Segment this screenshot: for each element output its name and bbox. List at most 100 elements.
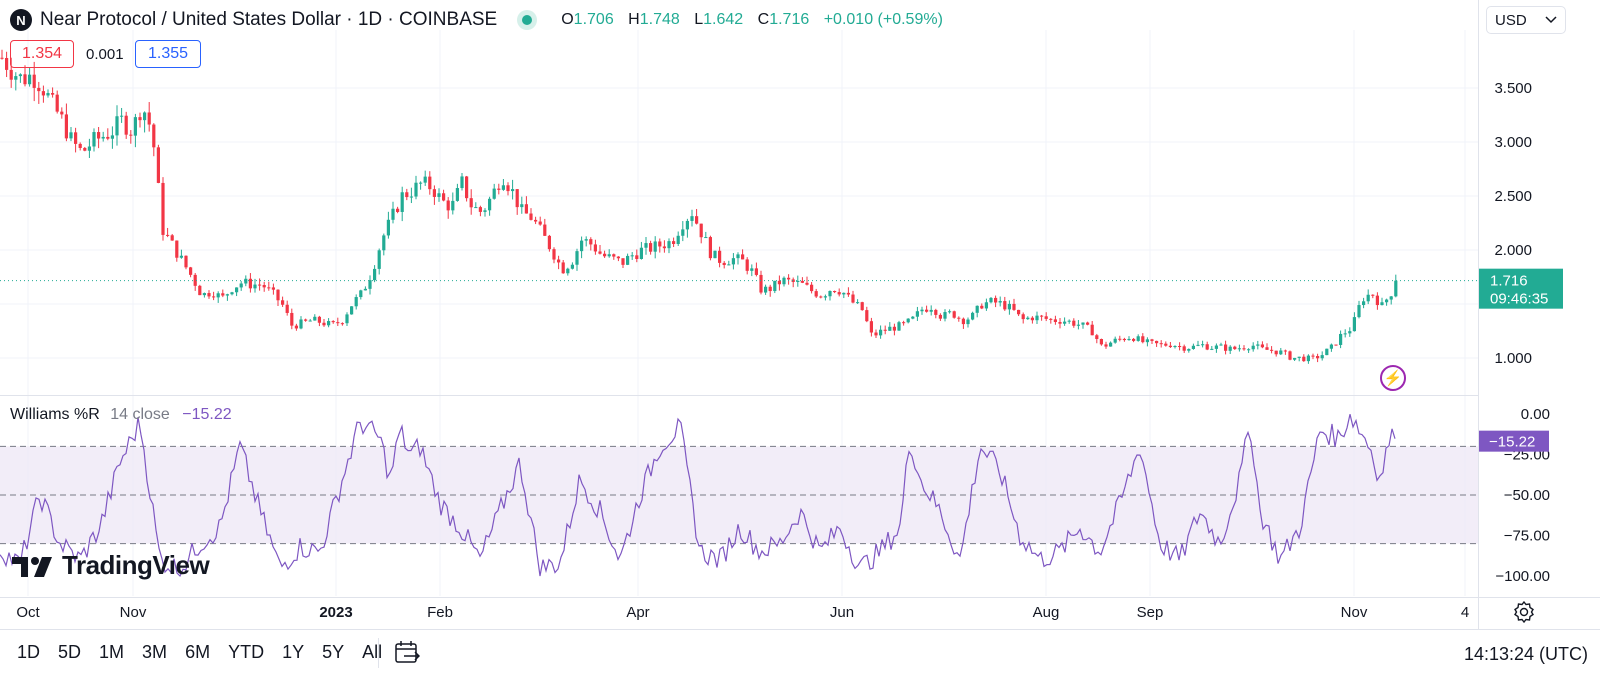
sell-price-button[interactable]: 1.354 — [10, 40, 74, 68]
candle-body — [331, 321, 335, 323]
range-5d-button[interactable]: 5D — [58, 642, 82, 662]
currency-select[interactable]: USD — [1486, 6, 1566, 34]
candle-body — [446, 200, 450, 211]
candle-body — [741, 254, 745, 260]
candle-body — [46, 93, 50, 96]
candle-body — [1293, 357, 1297, 360]
candle-body — [580, 240, 584, 252]
candle-body — [842, 292, 846, 295]
williams-r-legend[interactable]: Williams %R 14 close −15.22 — [10, 406, 232, 424]
candle-body — [805, 282, 809, 285]
candle-body — [975, 305, 979, 313]
candle-body — [409, 196, 413, 198]
candle-body — [1155, 340, 1159, 344]
candle-body — [1385, 299, 1389, 303]
candle-body — [589, 239, 593, 245]
range-6m-button[interactable]: 6M — [185, 642, 211, 662]
candle-body — [1247, 349, 1251, 351]
candle-body — [373, 268, 377, 281]
candle-body — [405, 192, 409, 198]
candle-body — [593, 244, 597, 252]
calendar-goto-icon[interactable] — [394, 640, 420, 666]
settings-gear-icon[interactable] — [1512, 600, 1536, 624]
range-3m-button[interactable]: 3M — [142, 642, 168, 662]
candle-body — [92, 132, 96, 147]
candle-body — [271, 287, 275, 290]
candle-body — [1283, 350, 1287, 352]
candle-body — [713, 250, 717, 259]
candle-body — [791, 279, 795, 282]
time-tick-label: Feb — [427, 604, 453, 621]
candle-body — [948, 311, 952, 313]
lightning-icon[interactable]: ⚡ — [1380, 365, 1406, 391]
last-price-badge — [1479, 268, 1563, 309]
williams-r-tick-label: −75.00 — [1504, 528, 1550, 545]
candle-body — [722, 262, 726, 266]
candle-body — [552, 249, 556, 260]
candle-body — [501, 185, 505, 190]
time-tick-label: Nov — [120, 604, 147, 621]
williams-r-tick-label: −50.00 — [1504, 487, 1550, 504]
symbol-header[interactable]: N Near Protocol / United States Dollar ·… — [10, 8, 943, 32]
buy-price-button[interactable]: 1.355 — [135, 40, 201, 68]
range-5y-button[interactable]: 5Y — [322, 642, 345, 662]
candle-body — [768, 286, 772, 292]
range-ytd-button[interactable]: YTD — [228, 642, 265, 662]
indicator-params: 14 close — [110, 406, 170, 423]
time-tick-label: Apr — [626, 604, 649, 621]
candle-body — [819, 296, 823, 298]
symbol-title: Near Protocol / United States Dollar · 1… — [40, 9, 498, 30]
candle-body — [520, 204, 524, 208]
candle-body — [570, 264, 574, 269]
time-tick-label: Nov — [1341, 604, 1368, 621]
candle-body — [1072, 320, 1076, 326]
candle-body — [1219, 344, 1223, 346]
candle-body — [396, 208, 400, 212]
candle-body — [5, 57, 9, 70]
market-status-icon[interactable] — [517, 10, 538, 30]
candle-body — [662, 246, 666, 249]
candle-body — [377, 250, 381, 269]
candle-body — [649, 243, 653, 252]
candle-body — [23, 74, 27, 85]
candle-body — [1159, 343, 1163, 345]
candle-body — [906, 318, 910, 323]
candle-body — [823, 296, 827, 298]
candle-body — [51, 93, 55, 95]
open-label: O — [561, 11, 574, 28]
candle-body — [1164, 343, 1168, 346]
candle-body — [460, 176, 464, 189]
candle-body — [658, 241, 662, 247]
utc-clock[interactable]: 14:13:24 (UTC) — [1463, 644, 1588, 664]
range-1d-button[interactable]: 1D — [17, 642, 41, 662]
candle-body — [1352, 317, 1356, 332]
candle-body — [478, 207, 482, 212]
time-tick-label: Sep — [1137, 604, 1164, 621]
candle-body — [170, 235, 174, 241]
candle-body — [966, 319, 970, 325]
candle-body — [1334, 344, 1338, 346]
candle-body — [736, 254, 740, 259]
candle-body — [547, 235, 551, 250]
range-1m-button[interactable]: 1M — [99, 642, 125, 662]
candle-body — [1109, 342, 1113, 347]
candle-body — [1168, 345, 1172, 348]
candle-body — [754, 268, 758, 275]
candle-body — [221, 293, 225, 296]
candle-body — [1265, 347, 1269, 350]
candle-body — [258, 284, 262, 286]
candle-body — [64, 114, 68, 139]
candle-body — [810, 284, 814, 292]
candles — [0, 49, 1398, 364]
candle-body — [267, 287, 271, 289]
last-price-label: 1.716 — [1490, 273, 1528, 290]
range-1y-button[interactable]: 1Y — [282, 642, 305, 662]
bottom-toolbar: 1D 5D 1M 3M 6M YTD 1Y 5Y All 14:13:24 (U… — [0, 630, 1600, 691]
time-tick-label: Aug — [1033, 604, 1060, 621]
tradingview-watermark[interactable]: TradingView — [12, 550, 210, 581]
range-all-button[interactable]: All — [362, 642, 383, 662]
candle-body — [276, 289, 280, 301]
candle-body — [345, 314, 349, 324]
candle-body — [428, 176, 432, 190]
